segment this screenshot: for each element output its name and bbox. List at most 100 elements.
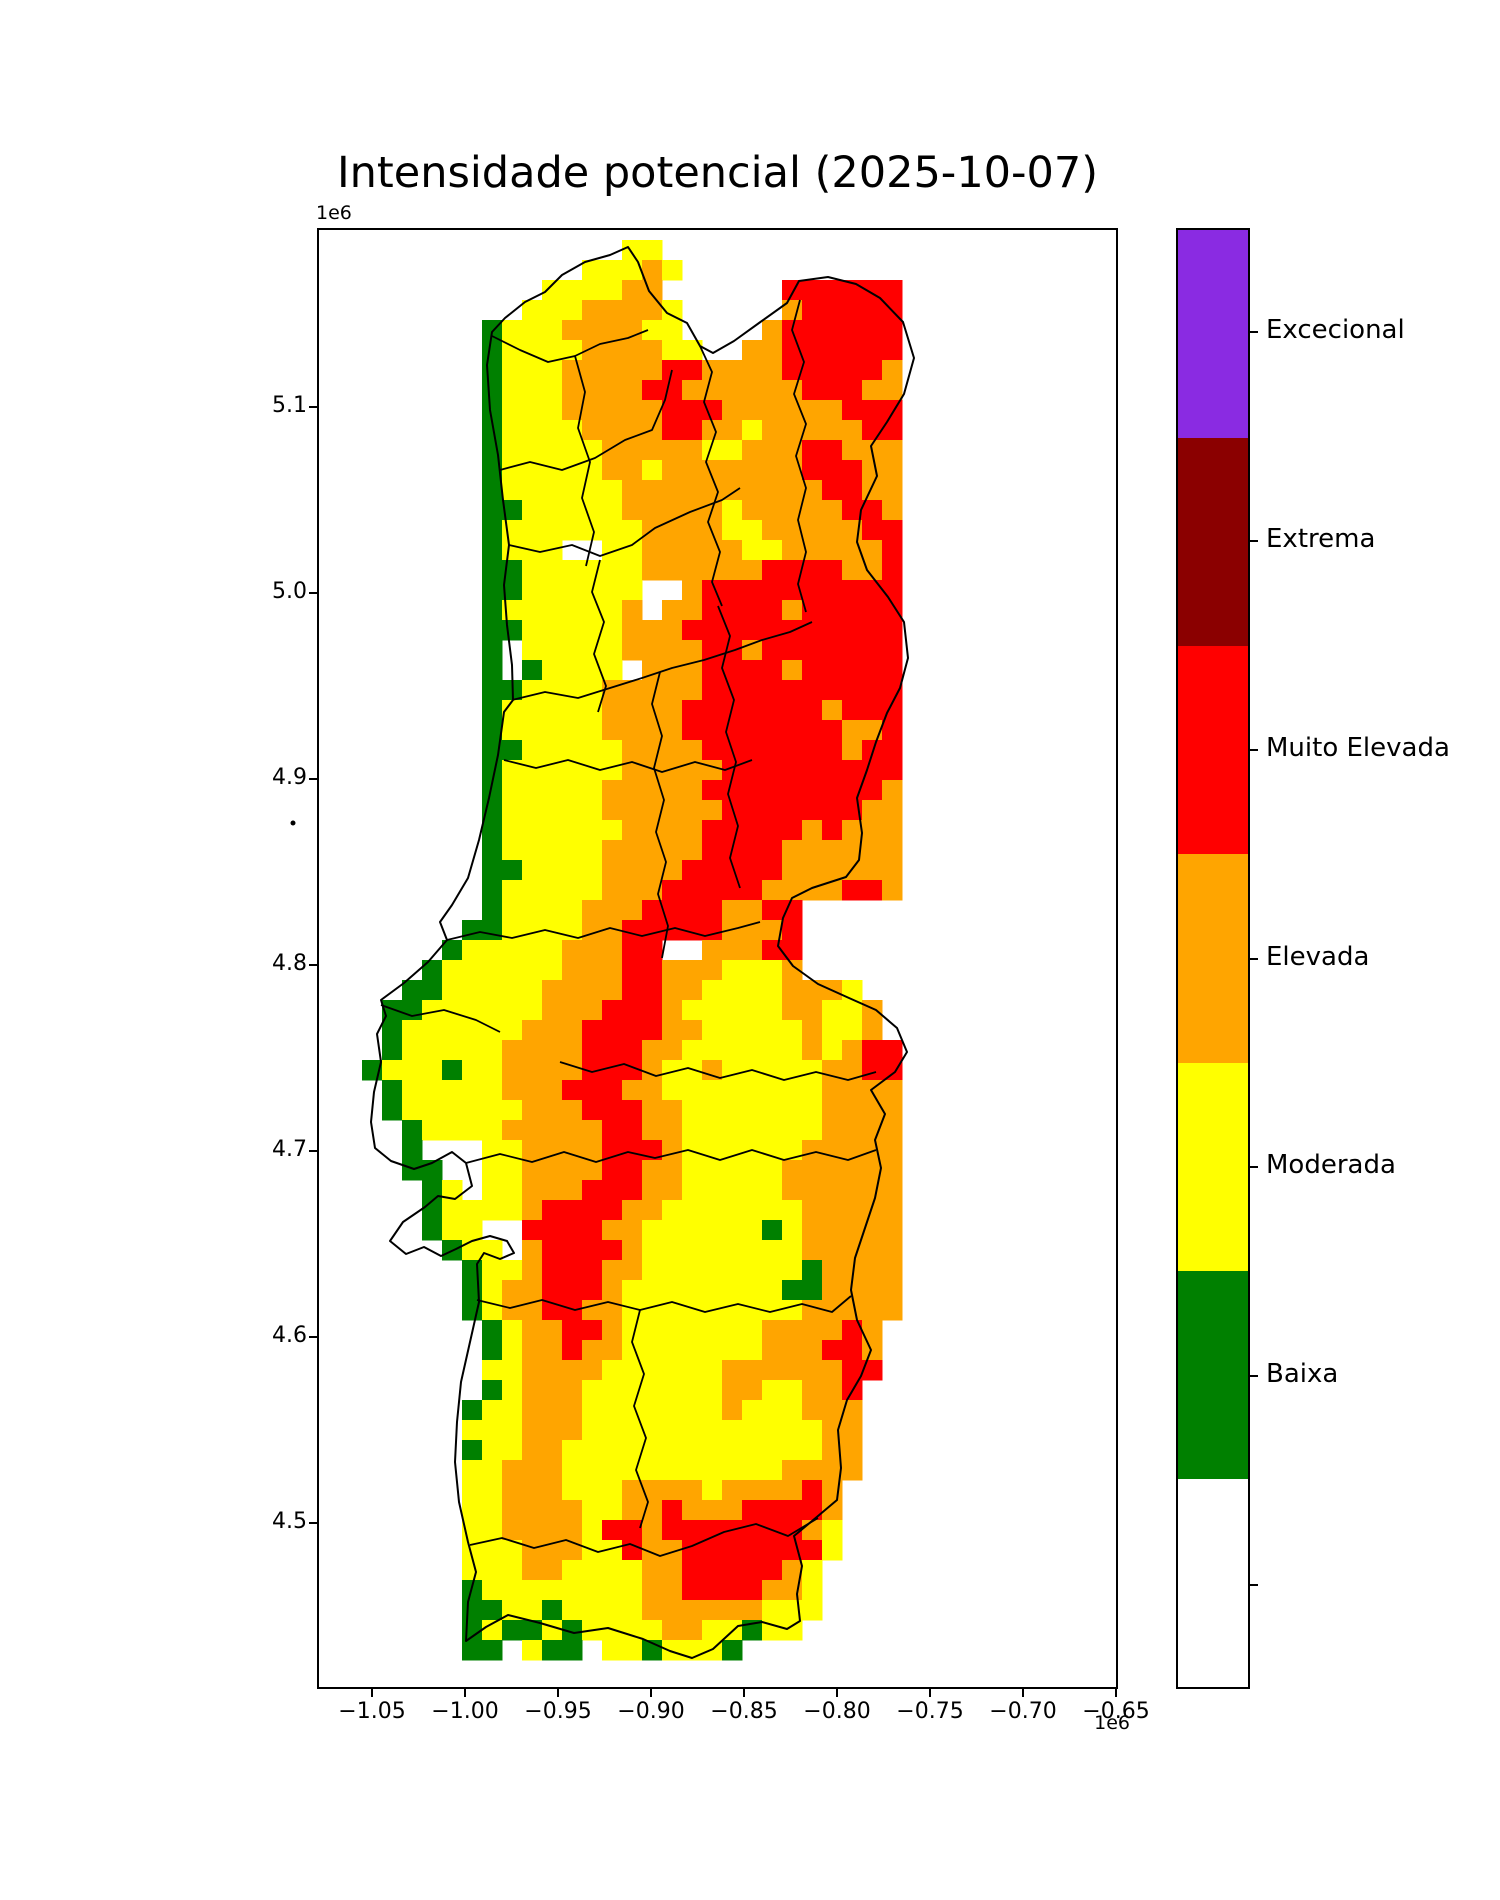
- raster-cell: [522, 1040, 543, 1061]
- raster-cell: [462, 1460, 483, 1481]
- raster-cell: [802, 540, 823, 561]
- raster-cell: [662, 1320, 683, 1341]
- raster-cell: [582, 1300, 603, 1321]
- raster-cell: [582, 1500, 603, 1521]
- raster-cell: [762, 740, 783, 761]
- raster-cell: [642, 1040, 663, 1061]
- raster-cell: [842, 1320, 863, 1341]
- x-tick-label: −0.95: [524, 1699, 592, 1724]
- raster-cell: [742, 540, 763, 561]
- raster-cell: [662, 980, 683, 1001]
- raster-cell: [502, 580, 523, 601]
- y-tick-label: 4.5: [272, 1509, 307, 1534]
- raster-cell: [742, 1340, 763, 1361]
- raster-cell: [842, 340, 863, 361]
- y-tick-label: 4.8: [272, 951, 307, 976]
- raster-cell: [502, 1580, 523, 1601]
- district-border: [699, 345, 723, 607]
- raster-cell: [462, 1640, 483, 1661]
- raster-cell: [862, 520, 883, 541]
- raster-cell: [482, 960, 503, 981]
- raster-cell: [602, 1560, 623, 1581]
- raster-cell: [482, 1100, 503, 1121]
- raster-cell: [642, 680, 663, 701]
- raster-cell: [842, 1120, 863, 1141]
- raster-cell: [442, 1020, 463, 1041]
- raster-cell: [742, 660, 763, 681]
- raster-cell: [622, 840, 643, 861]
- raster-cell: [522, 1160, 543, 1181]
- raster-cell: [782, 940, 803, 961]
- raster-cell: [802, 1120, 823, 1141]
- raster-cell: [482, 340, 503, 361]
- raster-cell: [502, 480, 523, 501]
- raster-cell: [742, 420, 763, 441]
- raster-cell: [822, 1200, 843, 1221]
- raster-cell: [842, 500, 863, 521]
- raster-cell: [542, 1080, 563, 1101]
- raster-cell: [622, 1180, 643, 1201]
- raster-cell: [742, 1400, 763, 1421]
- raster-cell: [522, 560, 543, 581]
- raster-cell: [482, 1380, 503, 1401]
- x-tick-label: −0.75: [896, 1699, 964, 1724]
- raster-cell: [702, 420, 723, 441]
- raster-cell: [642, 1120, 663, 1141]
- raster-cell: [542, 460, 563, 481]
- raster-cell: [662, 1500, 683, 1521]
- raster-cell: [642, 460, 663, 481]
- raster-cell: [662, 1480, 683, 1501]
- raster-cell: [842, 1420, 863, 1441]
- raster-cell: [522, 1100, 543, 1121]
- raster-cell: [742, 440, 763, 461]
- raster-cell: [522, 1340, 543, 1361]
- raster-cell: [722, 1260, 743, 1281]
- raster-cell: [602, 820, 623, 841]
- raster-cell: [682, 420, 703, 441]
- raster-cell: [622, 940, 643, 961]
- raster-cell: [822, 500, 843, 521]
- raster-cell: [602, 360, 623, 381]
- raster-cell: [482, 560, 503, 581]
- raster-cell: [702, 960, 723, 981]
- raster-cell: [662, 1100, 683, 1121]
- raster-cell: [622, 460, 643, 481]
- raster-cell: [802, 1500, 823, 1521]
- raster-cell: [682, 820, 703, 841]
- raster-cell: [782, 440, 803, 461]
- district-border: [631, 1309, 649, 1529]
- raster-cell: [602, 1080, 623, 1101]
- raster-cell: [522, 300, 543, 321]
- raster-cell: [882, 840, 903, 861]
- raster-cell: [742, 1600, 763, 1621]
- raster-cell: [782, 860, 803, 881]
- raster-cell: [842, 480, 863, 501]
- raster-cell: [582, 780, 603, 801]
- raster-cell: [562, 480, 583, 501]
- district-border: [574, 355, 595, 567]
- raster-cell: [562, 880, 583, 901]
- raster-cell: [442, 1040, 463, 1061]
- raster-cell: [842, 1220, 863, 1241]
- raster-cell: [562, 1280, 583, 1301]
- raster-cell: [402, 980, 423, 1001]
- raster-cell: [762, 1440, 783, 1461]
- x-tick-mark: [557, 1689, 559, 1697]
- raster-cell: [762, 540, 783, 561]
- raster-cell: [482, 1200, 503, 1221]
- raster-cell: [682, 980, 703, 1001]
- raster-cell: [842, 1200, 863, 1221]
- raster-cell: [662, 1260, 683, 1281]
- raster-cell: [462, 920, 483, 941]
- raster-cell: [682, 1080, 703, 1101]
- raster-cell: [662, 1420, 683, 1441]
- raster-cell: [622, 580, 643, 601]
- raster-cell: [602, 1220, 623, 1241]
- raster-cell: [522, 1380, 543, 1401]
- raster-cell: [562, 600, 583, 621]
- raster-cell: [662, 740, 683, 761]
- raster-cell: [662, 540, 683, 561]
- raster-cell: [522, 1540, 543, 1561]
- raster-cell: [422, 1120, 443, 1141]
- raster-cell: [802, 620, 823, 641]
